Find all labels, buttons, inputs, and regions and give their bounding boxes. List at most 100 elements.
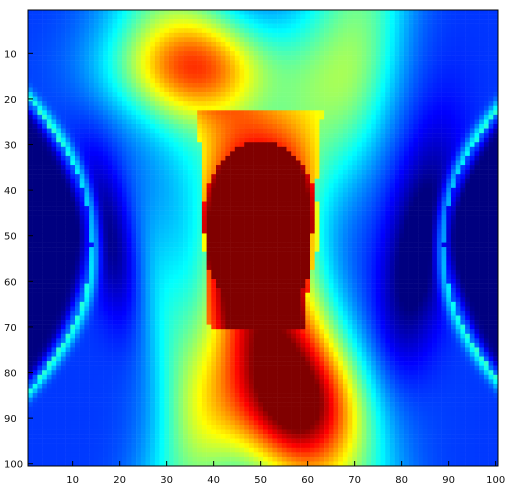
heatmap-cell: [197, 28, 203, 34]
heatmap-cell: [56, 155, 62, 161]
heatmap-cell: [253, 32, 259, 38]
heatmap-cell: [197, 124, 203, 129]
heatmap-cell: [300, 151, 306, 157]
heatmap-cell: [338, 101, 344, 107]
heatmap-cell: [117, 78, 123, 84]
heatmap-cell: [145, 119, 151, 125]
heatmap-cell: [422, 224, 428, 230]
heatmap-cell: [197, 160, 203, 166]
heatmap-cell: [183, 151, 189, 157]
heatmap-cell: [173, 14, 179, 20]
heatmap-cell: [150, 78, 156, 84]
heatmap-cell: [328, 215, 334, 221]
heatmap-cell: [422, 124, 428, 129]
heatmap-cell: [366, 105, 372, 111]
heatmap-cell: [465, 92, 471, 97]
heatmap-cell: [371, 169, 377, 175]
heatmap-cell: [150, 219, 156, 225]
heatmap-cell: [32, 96, 38, 102]
heatmap-cell: [51, 169, 57, 175]
heatmap-cell: [159, 82, 165, 88]
heatmap-cell: [89, 51, 95, 56]
heatmap-cell: [328, 178, 334, 184]
heatmap-cell: [183, 146, 189, 152]
heatmap-cell: [253, 155, 259, 161]
heatmap-cell: [310, 128, 315, 134]
heatmap-cell: [366, 46, 372, 52]
heatmap-cell: [201, 51, 207, 56]
heatmap-cell: [192, 64, 198, 70]
heatmap-cell: [216, 128, 221, 134]
heatmap-cell: [394, 187, 400, 193]
heatmap-cell: [192, 60, 198, 65]
heatmap-cell: [436, 219, 442, 225]
heatmap-cell: [65, 73, 71, 79]
heatmap-cell: [122, 60, 127, 65]
heatmap-cell: [248, 151, 254, 157]
heatmap-cell: [263, 219, 268, 225]
heatmap-cell: [361, 96, 367, 102]
heatmap-cell: [394, 101, 400, 107]
heatmap-cell: [117, 155, 123, 161]
heatmap-cell: [230, 37, 236, 43]
heatmap-cell: [286, 133, 292, 138]
heatmap-cell: [56, 133, 62, 138]
heatmap-cell: [211, 183, 217, 189]
heatmap-cell: [488, 146, 494, 152]
heatmap-cell: [361, 146, 367, 152]
heatmap-cell: [375, 219, 381, 225]
heatmap-cell: [192, 215, 198, 221]
heatmap-cell: [206, 41, 212, 47]
heatmap-cell: [145, 82, 151, 88]
heatmap-cell: [206, 28, 212, 34]
heatmap-cell: [371, 174, 377, 179]
heatmap-cell: [380, 196, 386, 202]
heatmap-cell: [413, 41, 419, 47]
heatmap-cell: [136, 10, 142, 15]
heatmap-cell: [56, 73, 62, 79]
heatmap-cell: [446, 228, 452, 234]
heatmap-cell: [183, 114, 189, 120]
heatmap-cell: [164, 101, 170, 107]
heatmap-cell: [389, 28, 395, 34]
heatmap-cell: [375, 119, 381, 125]
heatmap-cell: [342, 96, 348, 102]
heatmap-cell: [206, 69, 212, 75]
heatmap-cell: [150, 10, 156, 15]
heatmap-cell: [244, 142, 250, 148]
heatmap-cell: [427, 224, 433, 230]
heatmap-cell: [248, 224, 254, 230]
heatmap-cell: [220, 192, 226, 198]
heatmap-cell: [291, 32, 297, 38]
heatmap-cell: [84, 92, 90, 97]
heatmap-cell: [277, 169, 283, 175]
heatmap-cell: [112, 219, 118, 225]
heatmap-cell: [140, 233, 146, 239]
heatmap-cell: [126, 215, 132, 221]
heatmap-cell: [310, 133, 315, 138]
heatmap-cell: [422, 146, 428, 152]
heatmap-cell: [234, 183, 240, 189]
heatmap-cell: [211, 46, 217, 52]
heatmap-cell: [211, 201, 217, 207]
heatmap-cell: [56, 32, 62, 38]
heatmap-cell: [239, 96, 245, 102]
heatmap-cell: [70, 46, 76, 52]
heatmap-cell: [225, 19, 231, 24]
heatmap-cell: [375, 155, 381, 161]
heatmap-cell: [338, 160, 344, 166]
heatmap-cell: [60, 41, 66, 47]
heatmap-cell: [483, 92, 489, 97]
heatmap-cell: [474, 60, 480, 65]
heatmap-cell: [352, 233, 358, 239]
heatmap-cell: [178, 155, 184, 161]
heatmap-cell: [418, 73, 424, 79]
heatmap-cell: [427, 23, 433, 29]
heatmap-cell: [295, 105, 301, 111]
heatmap-cell: [357, 196, 362, 202]
heatmap-cell: [305, 64, 311, 70]
heatmap-cell: [150, 124, 156, 129]
heatmap-cell: [79, 146, 85, 152]
heatmap-cell: [225, 28, 231, 34]
heatmap-cell: [291, 46, 297, 52]
